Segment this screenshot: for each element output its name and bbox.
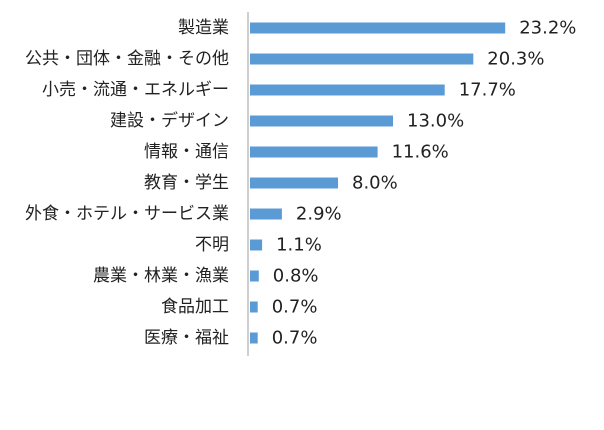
category-label: 医療・福祉 (144, 328, 229, 348)
category-label: 食品加工 (161, 297, 229, 317)
bar (250, 84, 445, 96)
bar (250, 301, 258, 313)
bar (250, 270, 259, 282)
value-label: 23.2% (519, 18, 576, 39)
value-label: 8.0% (352, 173, 398, 194)
bar (250, 22, 506, 34)
category-label: 不明 (195, 235, 229, 255)
value-label: 1.1% (276, 235, 322, 256)
category-label: 小売・流通・エネルギー (42, 80, 229, 100)
bar (250, 239, 263, 251)
bar (250, 53, 474, 65)
value-label: 13.0% (407, 111, 464, 132)
bar (250, 177, 338, 189)
value-label: 0.7% (272, 297, 318, 318)
category-label: 建設・デザイン (110, 110, 229, 131)
value-label: 0.7% (272, 328, 318, 349)
value-label: 20.3% (487, 49, 544, 70)
category-label: 製造業 (178, 18, 229, 38)
value-label: 17.7% (459, 80, 516, 101)
value-label: 11.6% (392, 142, 449, 163)
category-label: 農業・林業・漁業 (93, 266, 229, 286)
bar (250, 332, 258, 344)
value-label: 0.8% (273, 266, 319, 287)
category-label: 教育・学生 (144, 173, 229, 193)
category-label: 情報・通信 (144, 142, 229, 162)
bar (250, 115, 393, 127)
category-label: 外食・ホテル・サービス業 (25, 204, 229, 224)
category-label: 公共・団体・金融・その他 (25, 49, 229, 69)
bar (250, 208, 282, 220)
value-label: 2.9% (296, 204, 342, 225)
bar (250, 146, 378, 158)
